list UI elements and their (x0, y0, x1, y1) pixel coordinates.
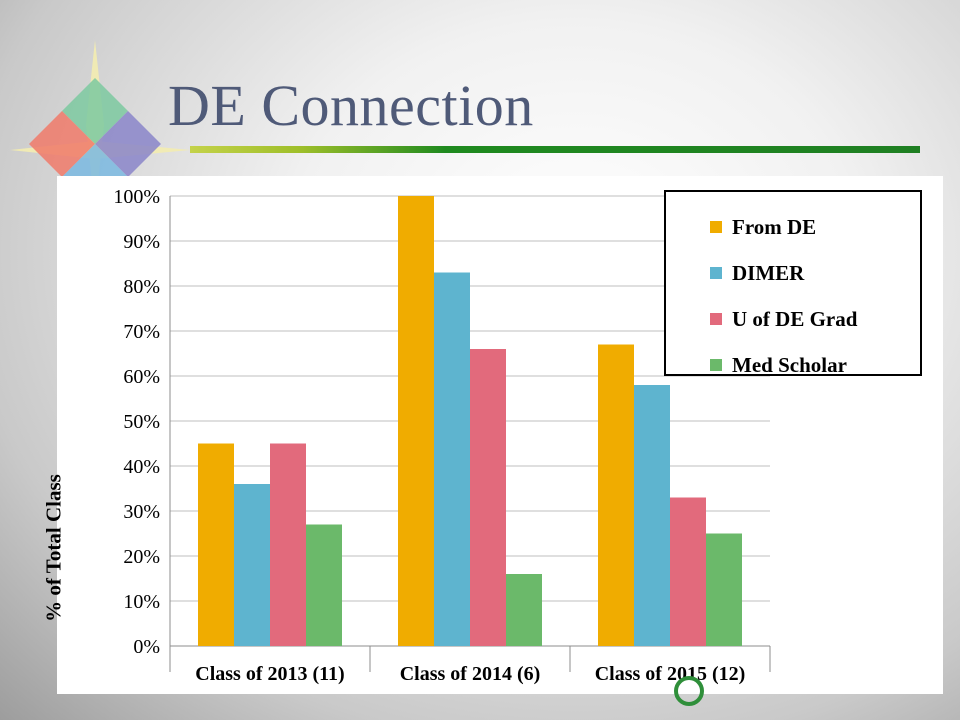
bar-from-de (598, 344, 634, 646)
legend-swatch (710, 221, 722, 233)
decorative-circle (674, 676, 704, 706)
bar-med-scholar (706, 533, 742, 646)
y-tick-label: 30% (123, 501, 160, 523)
y-tick-label: 10% (123, 591, 160, 613)
y-tick-label: 90% (123, 231, 160, 253)
bar-dimer (234, 484, 270, 646)
legend-swatch (710, 313, 722, 325)
legend-item: U of DE Grad (710, 296, 920, 342)
legend-swatch (710, 359, 722, 371)
x-category-label: Class of 2013 (11) (195, 663, 344, 685)
compass-star-diamond-icon (10, 40, 190, 210)
bar-from-de (398, 196, 434, 646)
legend-label: U of DE Grad (732, 306, 858, 331)
y-tick-label: 0% (133, 636, 160, 658)
legend-item: Med Scholar (710, 342, 920, 388)
x-category-label: Class of 2014 (6) (400, 663, 541, 685)
y-axis-label: % of Total Class (41, 474, 66, 622)
legend-label: From DE (732, 214, 817, 239)
x-category-label: Class of 2015 (12) (595, 663, 746, 685)
y-tick-label: 80% (123, 276, 160, 298)
logo (0, 30, 200, 235)
chart-legend: From DE DIMER U of DE Grad Med Scholar (664, 190, 922, 377)
bar-u-of-de-grad (270, 443, 306, 646)
legend-label: Med Scholar (732, 352, 847, 377)
y-tick-label: 100% (113, 186, 160, 208)
bar-chart: 0% 10% 20% 30% 40% 50% 60% 70% 80% 90% 100% Class o… (113, 186, 771, 685)
bar-u-of-de-grad (670, 497, 706, 646)
y-tick-label: 20% (123, 546, 160, 568)
bar-med-scholar (306, 524, 342, 646)
title-rule (190, 146, 920, 153)
slide-title: DE Connection (168, 73, 534, 138)
legend-swatch (710, 267, 722, 279)
legend-item: DIMER (710, 250, 920, 296)
chart-container: 0% 10% 20% 30% 40% 50% 60% 70% 80% 90% 100% Class o… (42, 176, 943, 694)
bar-dimer (634, 385, 670, 646)
legend-label: DIMER (732, 260, 805, 285)
bar-dimer (434, 272, 470, 646)
y-tick-label: 40% (123, 456, 160, 478)
y-tick-label: 70% (123, 321, 160, 343)
y-tick-label: 60% (123, 366, 160, 388)
bar-u-of-de-grad (470, 349, 506, 646)
bar-med-scholar (506, 574, 542, 646)
y-tick-label: 50% (123, 411, 160, 433)
bar-from-de (198, 443, 234, 646)
legend-item: From DE (710, 204, 920, 250)
